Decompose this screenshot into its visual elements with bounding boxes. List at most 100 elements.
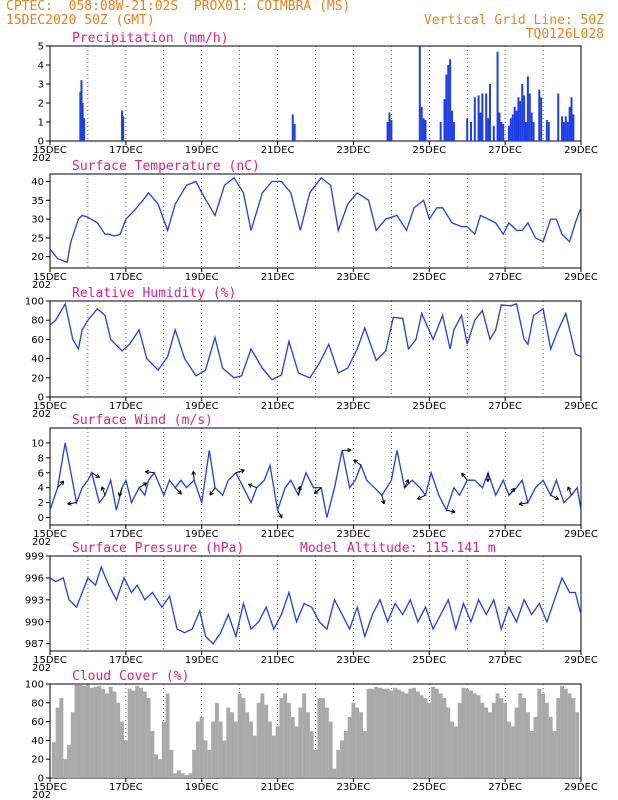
surface-pressure-y-tick-label: 996 — [25, 573, 44, 584]
surface-wind-arrow-head — [145, 469, 150, 475]
cloud-cover-bar — [249, 721, 253, 778]
cloud-cover-bar — [389, 690, 394, 778]
cloud-cover-bar — [567, 693, 572, 778]
precipitation-bar — [293, 123, 296, 141]
cloud-cover-bar — [63, 759, 68, 778]
cloud-cover-bar — [442, 698, 447, 778]
cloud-cover-y-tick-label: 60 — [31, 717, 44, 728]
surface-pressure-x-tick-label: 29DEC — [564, 655, 598, 666]
precipitation-bar — [488, 84, 491, 141]
surface-wind-arrow — [567, 486, 572, 496]
precipitation-bar — [532, 122, 535, 141]
precipitation-frame — [49, 45, 582, 142]
cloud-cover-bar — [203, 740, 208, 778]
cloud-cover-bar — [139, 687, 143, 778]
precipitation-bar — [479, 112, 482, 141]
surface-wind-arrow — [57, 480, 65, 489]
precipitation-title: Precipitation (mm/h) — [72, 31, 229, 46]
surface-wind-arrow-head — [209, 491, 214, 496]
cloud-cover-bar — [55, 707, 60, 778]
cloud-cover-bar — [264, 704, 269, 778]
cloud-cover-bar — [207, 749, 212, 778]
cloud-cover-bar — [480, 702, 485, 778]
surface-temperature-line — [49, 176, 582, 264]
relative-humidity-y-tick-label: 0 — [38, 393, 44, 404]
cloud-cover-bar — [275, 726, 280, 778]
surface-wind-arrow-head — [461, 472, 466, 478]
cloud-cover-bar — [476, 695, 481, 778]
surface-pressure-x-tick-label: 15DEC — [33, 655, 67, 666]
relative-humidity-x-tick-label: 17DEC — [109, 401, 143, 412]
cloud-cover-bar — [146, 698, 151, 778]
cloud-cover-bar — [184, 775, 189, 778]
cloud-cover-bar — [192, 749, 197, 778]
precipitation-y-tick-label: 3 — [38, 80, 44, 91]
precipitation-chart: 0 1 2 3 4 5 15DEC202 17DEC 19DEC 21DEC 23DEC 25DEC 2… — [32, 31, 598, 164]
precipitation-x-tick-label: 29DEC — [564, 145, 598, 156]
cloud-cover-x-tick-label: 27DEC — [488, 782, 522, 793]
cloud-cover-bar — [85, 684, 90, 778]
surface-pressure-y-tick-label: 987 — [25, 639, 44, 650]
surface-temperature-x-tick-label: 19DEC — [185, 272, 219, 283]
cloud-cover-bar — [165, 693, 170, 778]
surface-wind-arrow-head — [380, 499, 386, 505]
surface-wind-arrow — [101, 486, 106, 496]
cloud-cover-bar — [324, 707, 329, 778]
cloud-cover-bar — [211, 721, 216, 778]
precipitation-bar — [81, 103, 84, 141]
surface-temperature-y-tick-label: 25 — [31, 233, 44, 244]
surface-wind-arrow-head — [247, 483, 253, 488]
cloud-cover-bar — [472, 693, 477, 778]
precipitation-bar — [528, 93, 531, 141]
surface-wind-x-tick-year: 202 — [32, 537, 51, 548]
cloud-cover-bar — [336, 749, 341, 778]
cloud-cover-y-tick-label: 20 — [31, 755, 44, 766]
surface-wind-arrow-head — [240, 468, 245, 474]
precipitation-bar — [477, 95, 480, 141]
cloud-cover-bar — [378, 687, 382, 778]
cloud-cover-bar — [332, 768, 337, 778]
precipitation-bar — [79, 91, 82, 141]
cloud-cover-bar — [488, 712, 492, 778]
surface-wind-line — [49, 442, 582, 518]
cloud-cover-bar — [381, 688, 386, 778]
precipitation-bar — [525, 122, 528, 141]
cloud-cover-x-tick-label: 23DEC — [337, 782, 371, 793]
precipitation-bar — [523, 95, 526, 141]
cloud-cover-bar — [431, 686, 436, 778]
cloud-cover-bar — [537, 688, 542, 778]
precipitation-bar — [470, 122, 473, 141]
cloud-cover-bar — [195, 721, 200, 778]
cloud-cover-bar — [340, 740, 344, 778]
surface-pressure-x-tick-label: 21DEC — [261, 655, 295, 666]
precipitation-bar — [291, 114, 294, 141]
surface-wind-title: Surface Wind (m/s) — [72, 413, 213, 428]
cloud-cover-bar — [279, 698, 284, 778]
precipitation-bar — [424, 120, 427, 141]
surface-wind-arrow-head — [142, 482, 148, 487]
precipitation-bar — [568, 106, 571, 141]
surface-wind-y-tick-label: 10 — [31, 438, 44, 449]
surface-wind-arrow — [353, 459, 362, 466]
cloud-cover-bar — [525, 712, 530, 778]
cloud-cover-bar — [161, 721, 166, 778]
relative-humidity-x-tick-label: 21DEC — [261, 401, 295, 412]
cloud-cover-x-tick-label: 29DEC — [564, 782, 598, 793]
cloud-cover-bar — [328, 721, 333, 778]
cloud-cover-bar — [180, 773, 185, 778]
precipitation-x-tick-label: 27DEC — [488, 145, 522, 156]
precipitation-x-tick-label: 17DEC — [109, 145, 143, 156]
surface-wind-arrow — [518, 502, 528, 505]
cloud-cover-y-tick-label: 80 — [31, 698, 44, 709]
surface-wind-arrow-head — [554, 495, 560, 500]
surface-wind-arrow — [118, 487, 123, 497]
cloud-cover-bar — [116, 702, 121, 778]
cloud-cover-bar — [446, 707, 451, 778]
cloud-cover-bar — [533, 716, 538, 778]
surface-pressure-y-tick-label: 999 — [25, 552, 44, 563]
surface-wind-y-tick-label: 4 — [38, 483, 44, 494]
surface-wind-x-tick-label: 25DEC — [412, 529, 446, 540]
relative-humidity-x-tick-label: 25DEC — [412, 401, 446, 412]
cloud-cover-bar — [495, 693, 500, 778]
cloud-cover-bar — [173, 773, 178, 778]
